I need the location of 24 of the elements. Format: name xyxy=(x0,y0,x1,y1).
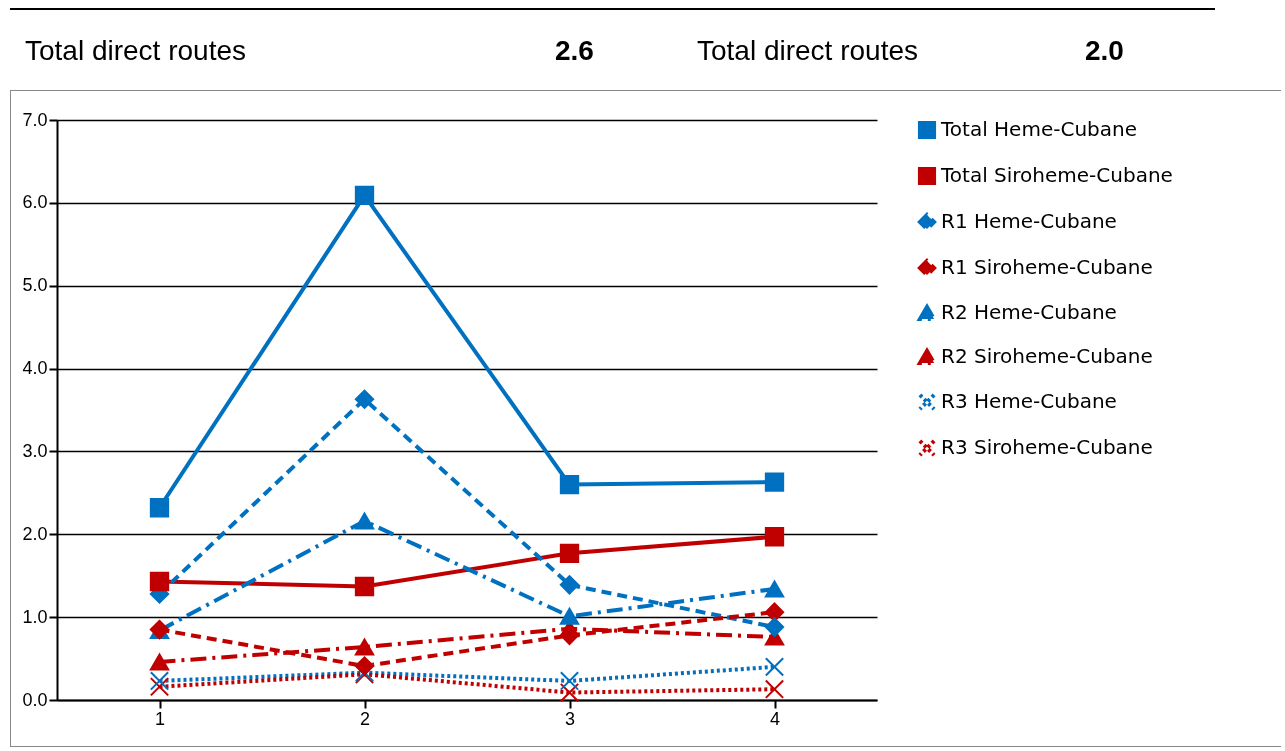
y-tick-label: 0.0 xyxy=(22,689,48,710)
text: Total direct routes xyxy=(697,35,918,67)
x-tick-label: 3 xyxy=(564,708,576,729)
text: 2.6 xyxy=(555,35,594,67)
legend-label: R3 Heme-Cubane xyxy=(941,389,1117,413)
x-tick-label: 4 xyxy=(769,708,781,729)
y-tick-label: 7.0 xyxy=(22,109,48,130)
legend-label: R3 Siroheme-Cubane xyxy=(941,435,1153,459)
y-tick-label: 4.0 xyxy=(22,358,48,379)
y-tick-label: 5.0 xyxy=(22,275,48,296)
legend-label: R2 Siroheme-Cubane xyxy=(941,344,1153,368)
legend-label: Total Siroheme-Cubane xyxy=(940,163,1173,187)
text: 2.0 xyxy=(1085,35,1124,67)
text: Total direct routes xyxy=(25,35,246,67)
legend-label: R2 Heme-Cubane xyxy=(941,300,1117,324)
y-tick-label: 3.0 xyxy=(22,440,48,461)
x-tick-label: 2 xyxy=(359,708,371,729)
legend-label: R1 Heme-Cubane xyxy=(941,209,1117,233)
legend-label: Total Heme-Cubane xyxy=(940,117,1137,141)
x-tick-label: 1 xyxy=(154,708,166,729)
y-tick-label: 2.0 xyxy=(22,523,48,544)
y-tick-label: 6.0 xyxy=(22,192,48,213)
legend-label: R1 Siroheme-Cubane xyxy=(941,255,1153,279)
y-tick-label: 1.0 xyxy=(22,606,48,627)
